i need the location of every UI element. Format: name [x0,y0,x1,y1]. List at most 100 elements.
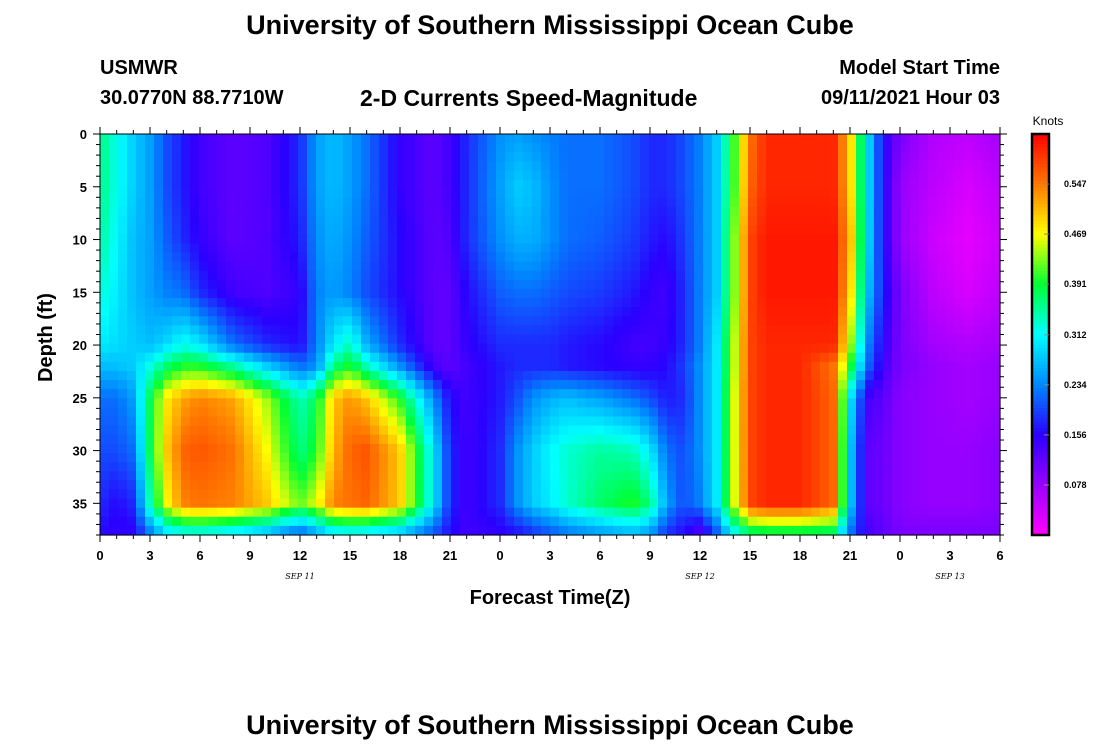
heatmap-cell [883,434,893,445]
heatmap-cell [820,270,830,281]
heatmap-cell [604,516,614,527]
heatmap-cell [478,152,488,162]
heatmap-cell [280,243,290,254]
heatmap-cell [253,170,263,181]
heatmap-cell [622,307,632,317]
heatmap-cell [208,298,218,308]
heatmap-cell [298,398,308,409]
heatmap-cell [361,279,371,290]
heatmap-cell [118,325,128,336]
heatmap-cell [172,389,182,399]
heatmap-cell [487,452,497,463]
heatmap-cell [136,425,146,436]
heatmap-cell [514,152,524,162]
heatmap-cell [577,161,587,172]
heatmap-cell [379,143,389,153]
heatmap-cell [901,452,911,463]
heatmap-cell [712,380,722,390]
heatmap-cell [685,389,695,399]
heatmap-cell [307,389,317,399]
heatmap-cell [874,152,884,162]
heatmap-cell [253,516,263,527]
heatmap-cell [487,179,497,190]
heatmap-cell [595,498,605,509]
heatmap-cell [811,307,821,317]
colorbar-swatch [1032,461,1049,466]
heatmap-cell [118,243,128,254]
heatmap-cell [739,343,749,354]
heatmap-cell [406,407,416,418]
heatmap-cell [442,243,452,254]
heatmap-cell [838,261,848,272]
heatmap-cell [280,188,290,199]
heatmap-cell [919,152,929,162]
heatmap-cell [847,370,857,381]
colorbar-swatch [1032,264,1049,269]
heatmap-cell [631,179,641,190]
heatmap-cell [595,252,605,263]
heatmap-cell [532,197,542,208]
heatmap-cell [190,471,200,481]
heatmap-cell [361,389,371,399]
heatmap-cell [496,471,506,481]
heatmap-cell [613,434,623,445]
heatmap-cell [721,480,731,491]
heatmap-cell [910,407,920,418]
heatmap-cell [226,270,236,281]
heatmap-cell [478,425,488,436]
heatmap-cell [541,462,551,472]
y-tick-label: 20 [73,338,87,353]
heatmap-cell [640,462,650,472]
heatmap-cell [748,206,758,217]
heatmap-cell [631,398,641,409]
heatmap-cell [334,425,344,436]
heatmap-cell [937,361,947,372]
heatmap-cell [478,206,488,217]
heatmap-cell [451,225,461,235]
heatmap-cell [199,298,209,308]
heatmap-cell [325,407,335,418]
heatmap-cell [181,170,191,181]
heatmap-cell [172,352,182,363]
heatmap-cell [280,380,290,390]
heatmap-cell [595,334,605,345]
heatmap-cell [721,197,731,208]
heatmap-cell [757,243,767,254]
heatmap-cell [397,425,407,436]
heatmap-cell [181,197,191,208]
heatmap-cell [910,316,920,326]
heatmap-cell [865,170,875,181]
heatmap-cell [820,425,830,436]
heatmap-cell [154,188,164,199]
heatmap-cell [190,380,200,390]
heatmap-cell [928,334,938,345]
heatmap-cell [406,452,416,463]
heatmap-cell [946,325,956,336]
heatmap-cell [496,143,506,153]
heatmap-cell [820,134,830,144]
heatmap-cell [262,452,272,463]
heatmap-cell [856,361,866,372]
heatmap-cell [460,498,470,509]
heatmap-cell [388,370,398,381]
heatmap-cell [154,216,164,226]
heatmap-cell [730,152,740,162]
heatmap-cell [127,334,137,345]
heatmap-cell [613,361,623,372]
heatmap-cell [739,398,749,409]
heatmap-cell [244,471,254,481]
heatmap-cell [910,243,920,254]
heatmap-cell [343,152,353,162]
heatmap-cell [370,407,380,418]
heatmap-cell [334,407,344,418]
heatmap-cell [361,316,371,326]
heatmap-cell [487,270,497,281]
heatmap-cell [856,225,866,235]
heatmap-cell [262,197,272,208]
heatmap-cell [136,489,146,500]
heatmap-cell [802,434,812,445]
heatmap-cell [100,370,110,381]
heatmap-cell [496,334,506,345]
heatmap-cell [325,279,335,290]
heatmap-cell [586,225,596,235]
